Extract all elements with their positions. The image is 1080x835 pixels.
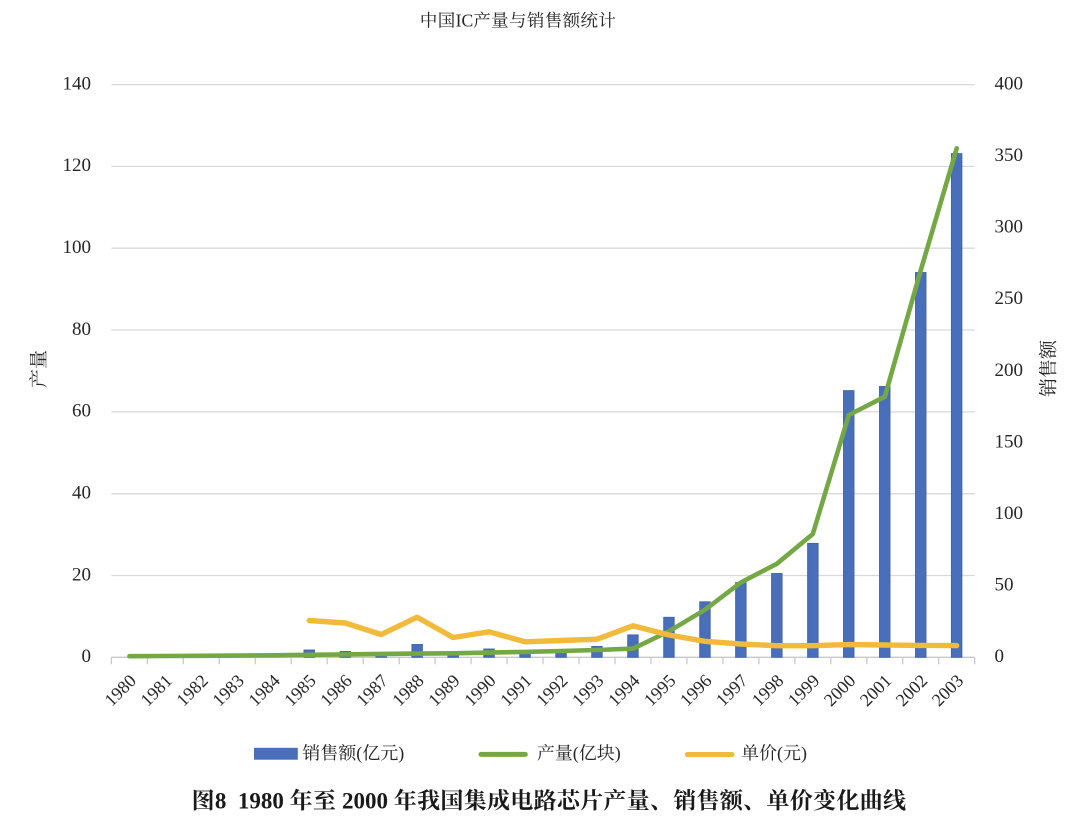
svg-text:0: 0 xyxy=(82,646,92,667)
svg-text:1980: 1980 xyxy=(238,789,284,814)
svg-text:): ) xyxy=(615,743,621,764)
svg-text:100: 100 xyxy=(63,237,92,258)
svg-text:): ) xyxy=(801,743,807,764)
svg-text:8: 8 xyxy=(215,789,227,814)
svg-text:100: 100 xyxy=(995,503,1024,524)
svg-text:60: 60 xyxy=(72,401,91,422)
svg-text:IC: IC xyxy=(456,11,474,31)
svg-text:2000: 2000 xyxy=(342,789,388,814)
svg-text:(: ( xyxy=(777,743,783,764)
svg-text:250: 250 xyxy=(995,288,1024,309)
svg-text:): ) xyxy=(398,743,404,764)
svg-text:(: ( xyxy=(573,743,579,764)
svg-text:400: 400 xyxy=(995,73,1024,94)
svg-text:(: ( xyxy=(356,743,362,764)
svg-text:20: 20 xyxy=(72,564,91,585)
svg-text:80: 80 xyxy=(72,319,91,340)
svg-text:140: 140 xyxy=(63,73,92,94)
svg-text:150: 150 xyxy=(995,431,1024,452)
svg-text:0: 0 xyxy=(995,646,1005,667)
svg-text:40: 40 xyxy=(72,483,91,504)
svg-text:50: 50 xyxy=(995,575,1014,596)
svg-text:300: 300 xyxy=(995,217,1024,238)
svg-text:120: 120 xyxy=(63,155,92,176)
svg-text:350: 350 xyxy=(995,145,1024,166)
svg-text:200: 200 xyxy=(995,360,1024,381)
